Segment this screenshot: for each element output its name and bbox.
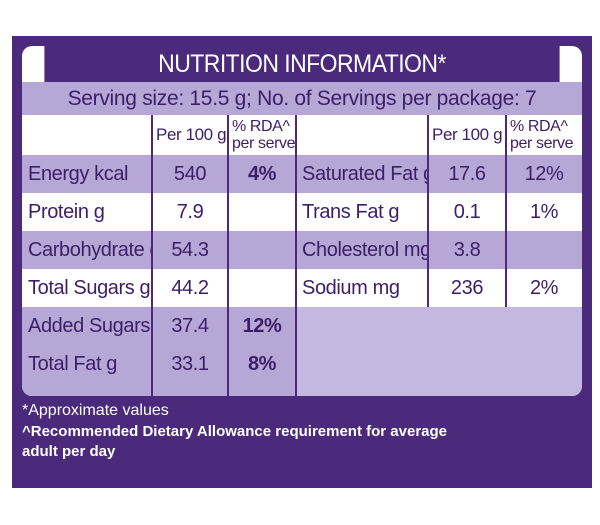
footnotes: *Approximate values ^Recommended Dietary…	[22, 400, 582, 462]
header-rda-left: % RDA^ per serve	[228, 115, 296, 155]
nutrient-per100: 0.1	[428, 193, 506, 231]
nutrient-rda: 1%	[506, 193, 582, 231]
nutrient-per100: 7.9	[152, 193, 228, 231]
nutrient-rda	[506, 231, 582, 269]
nutrient-per100: 236	[428, 269, 506, 307]
header-rda-right-line2: per serve	[510, 135, 574, 152]
nutrient-per100: 3.8	[428, 231, 506, 269]
nutrient-label: Energy kcal	[22, 155, 152, 193]
nutrient-label: Total Sugars g	[22, 269, 152, 307]
column-divider	[227, 115, 229, 396]
nutrient-rda	[228, 269, 296, 307]
nutrient-rda: 2%	[506, 269, 582, 307]
nutrient-per100: 37.4	[152, 307, 228, 345]
nutrient-per100: 17.6	[428, 155, 506, 193]
nutrition-panel: NUTRITION INFORMATION* Serving size: 15.…	[12, 36, 592, 488]
empty-cell	[296, 345, 582, 396]
approx-note: *Approximate values	[22, 402, 169, 419]
header-rda-left-line2: per serve	[232, 135, 296, 152]
header-rda-left-line1: % RDA^	[232, 118, 290, 135]
nutrient-per100: 540	[152, 155, 228, 193]
nutrient-rda	[228, 193, 296, 231]
rda-note-line2: adult per day	[22, 443, 116, 460]
header-rda-right: % RDA^ per serve	[506, 115, 582, 155]
column-divider	[151, 115, 153, 396]
nutrient-rda: 4%	[228, 155, 296, 193]
nutrient-rda: 12%	[506, 155, 582, 193]
nutrient-label: Total Fat g	[22, 345, 152, 396]
serving-info: Serving size: 15.5 g; No. of Servings pe…	[22, 82, 582, 115]
nutrient-label: Saturated Fat g	[296, 155, 434, 193]
nutrient-label: Carbohydrate g	[22, 231, 161, 269]
table-title: NUTRITION INFORMATION*	[44, 46, 560, 82]
column-divider	[295, 115, 297, 396]
nutrient-per100: 54.3	[152, 231, 228, 269]
header-per100-left: Per 100 g	[152, 115, 228, 155]
column-divider	[427, 115, 429, 307]
nutrient-rda: 8%	[228, 345, 296, 396]
nutrition-table: NUTRITION INFORMATION* Serving size: 15.…	[22, 46, 582, 396]
column-divider	[505, 115, 507, 307]
header-blank-left	[22, 115, 152, 155]
nutrient-rda	[228, 231, 296, 269]
header-rda-right-line1: % RDA^	[510, 118, 568, 135]
nutrient-rda: 12%	[228, 307, 296, 345]
header-per100-right: Per 100 g	[428, 115, 506, 155]
nutrient-label: Protein g	[22, 193, 152, 231]
header-blank-right	[296, 115, 428, 155]
nutrient-label: Cholesterol mg	[296, 231, 431, 269]
empty-cell	[296, 307, 582, 345]
rda-note-line1: ^Recommended Dietary Allowance requireme…	[22, 423, 448, 440]
nutrient-per100: 33.1	[152, 345, 228, 396]
nutrient-per100: 44.2	[152, 269, 228, 307]
nutrient-label: Trans Fat g	[296, 193, 428, 231]
nutrient-label: Sodium mg	[296, 269, 428, 307]
nutrient-label: Added Sugars g	[22, 307, 166, 345]
